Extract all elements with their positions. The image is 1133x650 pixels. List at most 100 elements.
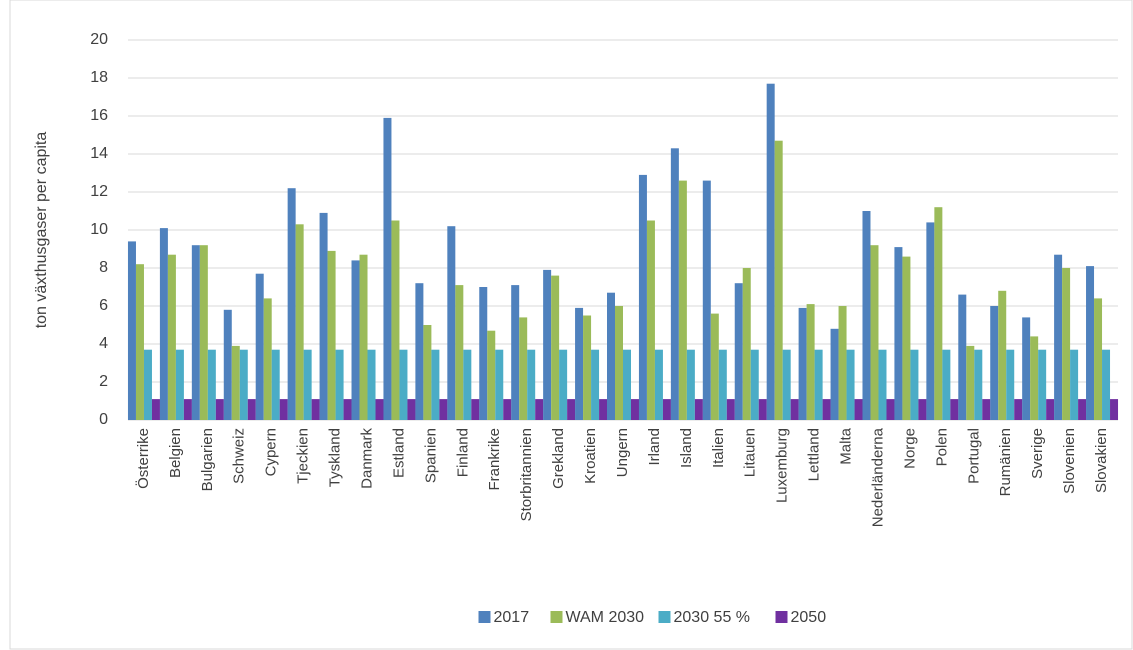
bar: [894, 247, 903, 420]
bar: [798, 307, 807, 420]
x-tick-label: Spanien: [422, 428, 439, 483]
bar: [1030, 336, 1039, 420]
bar: [790, 399, 799, 420]
bar: [918, 399, 927, 420]
bar: [247, 399, 256, 420]
bar: [974, 349, 983, 420]
bar: [135, 264, 144, 420]
x-tick-label: Frankrike: [486, 428, 503, 491]
bar: [431, 349, 440, 420]
bar: [607, 292, 615, 420]
bar: [407, 399, 416, 420]
bar: [1038, 349, 1047, 420]
bar: [726, 399, 735, 420]
bar: [287, 188, 296, 420]
x-tick-label: Sverige: [1029, 428, 1046, 479]
y-tick-label: 16: [90, 107, 108, 124]
x-tick-label: Slovakien: [1093, 428, 1110, 493]
bar: [686, 349, 695, 420]
bar: [471, 399, 480, 420]
bar: [854, 399, 863, 420]
x-tick-label: Schweiz: [231, 428, 248, 484]
bar: [1078, 399, 1087, 420]
y-tick-label: 4: [99, 335, 108, 352]
bar: [543, 269, 552, 420]
bar: [934, 207, 943, 420]
x-tick-label: Österrike: [134, 428, 152, 489]
bar: [806, 304, 815, 420]
bar: [311, 399, 320, 420]
bar: [239, 349, 248, 420]
bar: [646, 220, 655, 420]
bar: [678, 180, 687, 420]
x-tick-label: Luxemburg: [774, 428, 791, 503]
bar: [1062, 268, 1071, 420]
bar: [998, 290, 1007, 420]
x-tick-label: Island: [678, 428, 695, 468]
bar: [375, 399, 384, 420]
bar: [662, 399, 671, 420]
bar: [1094, 298, 1103, 420]
bar: [415, 283, 424, 420]
bar: [327, 250, 336, 420]
bar: [447, 226, 456, 420]
bar: [1086, 266, 1095, 420]
y-tick-label: 12: [90, 183, 108, 200]
legend-swatch: [775, 611, 788, 623]
x-tick-label: Nederländerna: [869, 427, 886, 527]
chart-frame: [9, 0, 1133, 650]
x-tick-label: Slovenien: [1061, 428, 1078, 494]
y-tick-label: 6: [99, 297, 108, 314]
bar: [535, 399, 544, 420]
bar: [902, 256, 911, 420]
x-tick-label: Italien: [710, 428, 727, 468]
bar: [199, 245, 208, 420]
bar: [231, 345, 240, 420]
bar: [367, 349, 376, 420]
bar: [159, 228, 168, 420]
bar: [399, 349, 408, 420]
y-axis-label: ton växthusgaser per capita: [33, 132, 50, 329]
bar: [175, 349, 184, 420]
bar: [1046, 399, 1055, 420]
bar: [1022, 317, 1031, 420]
legend-swatch: [478, 611, 491, 623]
bar: [822, 399, 831, 420]
bar: [183, 399, 192, 420]
y-tick-label: 10: [90, 221, 108, 238]
legend-label: 2017: [494, 609, 530, 626]
x-tick-label: Norge: [901, 428, 918, 469]
bar: [615, 306, 623, 420]
bar: [846, 349, 855, 420]
bar: [814, 349, 823, 420]
bar: [1054, 254, 1063, 420]
bar: [1070, 349, 1079, 420]
bar: [207, 349, 216, 420]
x-tick-label: Cypern: [263, 428, 280, 476]
bar: [271, 349, 280, 420]
bar: [559, 349, 568, 420]
bar: [766, 83, 775, 420]
bar: [926, 222, 935, 420]
x-tick-label: Polen: [933, 428, 950, 466]
legend-label: WAM 2030: [566, 609, 645, 626]
bar: [439, 399, 448, 420]
bar: [1110, 399, 1119, 420]
bar: [551, 275, 560, 420]
x-tick-label: Finland: [454, 428, 471, 477]
bar: [191, 245, 200, 420]
bar: [567, 399, 576, 420]
bar: [463, 349, 472, 420]
bar: [391, 220, 400, 420]
bar: [982, 399, 991, 420]
legend-label: 2030 55 %: [674, 609, 751, 626]
y-tick-label: 0: [99, 411, 108, 428]
bar: [638, 174, 647, 420]
legend-label: 2050: [791, 609, 827, 626]
bar: [742, 268, 751, 420]
bar: [279, 399, 288, 420]
x-tick-label: Belgien: [167, 428, 184, 478]
x-tick-label: Kroatien: [582, 428, 599, 484]
bar: [870, 245, 879, 420]
x-tick-label: Storbritannien: [518, 428, 535, 521]
